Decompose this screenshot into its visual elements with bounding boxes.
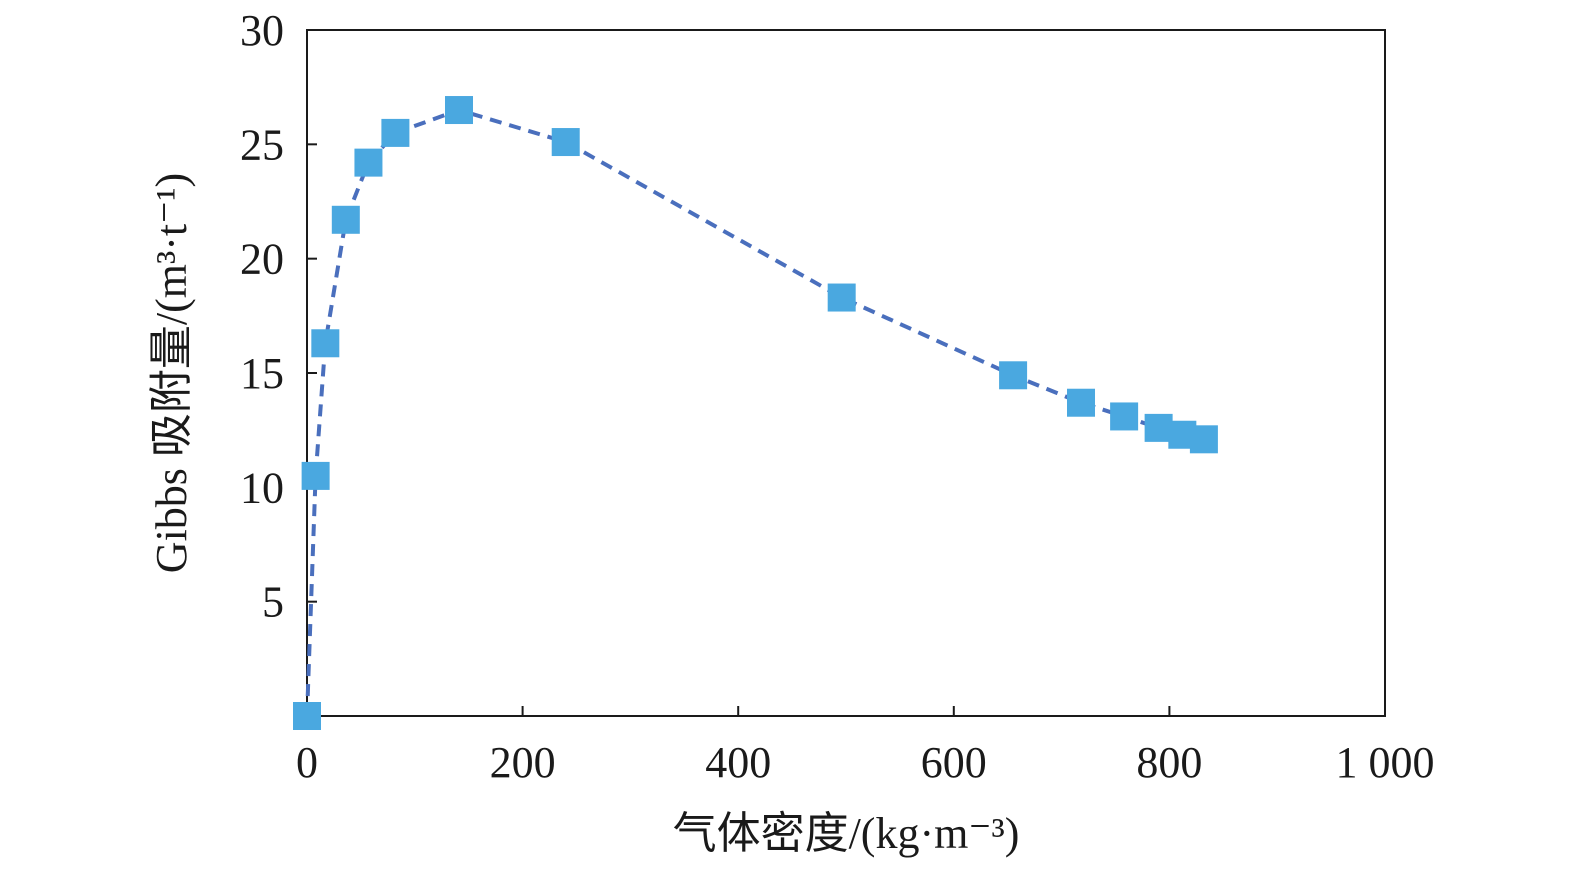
- series-layer: [293, 96, 1218, 730]
- y-axis-ticks: 5 10 15 20 25 30: [240, 6, 317, 627]
- data-point: [293, 702, 321, 730]
- x-tick-label: 200: [490, 738, 556, 787]
- data-point: [331, 205, 360, 234]
- y-tick-label: 5: [262, 578, 284, 627]
- data-point: [1189, 425, 1218, 454]
- data-point: [551, 128, 580, 157]
- y-axis-title: Gibbs 吸附量/(m³·t⁻¹): [147, 173, 196, 573]
- data-point: [827, 283, 856, 312]
- plot-frame: [306, 29, 1386, 717]
- data-point: [381, 118, 410, 147]
- y-tick-label: 10: [240, 463, 284, 512]
- x-tick-label: 600: [921, 738, 987, 787]
- x-axis-ticks: 0 200 400 600 800 1 000: [296, 706, 1435, 787]
- y-tick-label: 25: [240, 120, 284, 169]
- x-tick-label: 800: [1136, 738, 1202, 787]
- data-point: [1110, 402, 1139, 431]
- y-tick-label: 15: [240, 349, 284, 398]
- data-point: [444, 96, 473, 125]
- data-point: [354, 148, 383, 177]
- x-tick-label: 0: [296, 738, 318, 787]
- x-axis-title: 气体密度/(kg·m⁻³): [673, 809, 1020, 858]
- data-point: [1144, 413, 1173, 442]
- x-tick-label: 400: [705, 738, 771, 787]
- x-tick-label: 1 000: [1336, 738, 1435, 787]
- y-tick-label: 30: [240, 6, 284, 55]
- data-point: [311, 329, 340, 358]
- data-point: [999, 361, 1028, 390]
- data-point: [1067, 388, 1096, 417]
- y-tick-label: 20: [240, 235, 284, 284]
- data-point: [301, 461, 330, 490]
